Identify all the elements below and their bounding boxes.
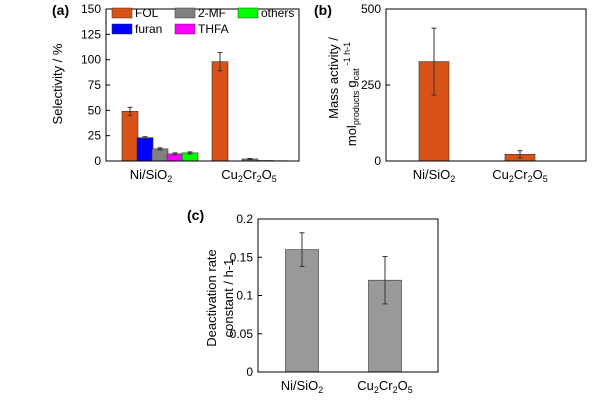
legend-label-2-mf: 2-MF — [198, 6, 226, 20]
legend-label-fol: FOL — [135, 6, 159, 20]
category-label-1-subscript: 5 — [408, 385, 413, 395]
ytick-label: 500 — [361, 2, 381, 16]
category-label-1-element: O — [398, 378, 408, 393]
category-label-1-element: Cr — [243, 167, 257, 182]
panel-b-ylabel-line2: molproducts gcat -1 h-1 — [342, 42, 361, 146]
ytick-label: 0.15 — [230, 250, 254, 264]
category-label-1-subscript: 2 — [509, 174, 514, 184]
legend-label-thfa: THFA — [198, 22, 229, 36]
panel-b-ylabel-exponents: -1 h-1 — [342, 42, 352, 66]
ytick-label: 75 — [88, 78, 102, 92]
legend-swatch-others — [237, 7, 259, 19]
panel-a-frame — [105, 8, 300, 162]
category-label-1-subscript: 5 — [272, 174, 277, 184]
category-label-0: Ni/SiO2 — [130, 167, 173, 184]
ytick-label: 150 — [81, 2, 101, 16]
panel-c-label: (c) — [187, 207, 204, 223]
category-label-1-main: Cu — [221, 167, 238, 182]
panel-b-ylabel-mol-sub: products — [351, 90, 361, 125]
bar-value-0 — [285, 249, 319, 373]
category-label-1-subscript: 2 — [528, 174, 533, 184]
category-label-0-main: Ni/SiO — [130, 167, 168, 182]
panel-b-bars — [418, 27, 536, 162]
ytick-label: 0.1 — [236, 289, 253, 303]
legend-swatch-thfa — [174, 23, 196, 35]
category-label-0: Ni/SiO2 — [281, 378, 324, 395]
ytick-label: 50 — [88, 103, 102, 117]
category-label-0-main: Ni/SiO — [413, 167, 451, 182]
panel-c-yticks: 0 0.05 0.1 0.15 0.2 — [230, 212, 262, 379]
category-label-1-element: Cr — [379, 378, 393, 393]
panel-c-bars — [285, 232, 402, 373]
category-label-1: Cu2Cr2O5 — [492, 167, 548, 184]
category-label-1-main: Cu — [357, 378, 374, 393]
legend-swatch-2-mf — [174, 7, 196, 19]
category-label-0-subscript: 2 — [167, 174, 172, 184]
panel-c-ylabel-line2: constant / h-1 — [221, 259, 236, 338]
panel-b-categories: Ni/SiO2 Cu2Cr2O5 — [413, 167, 548, 184]
legend-label-furan: furan — [135, 22, 162, 36]
ytick-label: 0 — [374, 154, 381, 168]
ytick-label: 125 — [81, 27, 101, 41]
category-label-0-subscript: 2 — [450, 174, 455, 184]
panel-b-ylabel-g-sub: cat — [351, 68, 361, 81]
panel-a-label: (a) — [52, 2, 69, 18]
panel-b-yticks: 0 250 500 — [361, 2, 390, 168]
bar-2-mf-0 — [151, 148, 169, 162]
category-label-1-element: Cr — [514, 167, 528, 182]
category-label-1-subscript: 2 — [238, 174, 243, 184]
category-label-1-element: O — [262, 167, 272, 182]
panel-c-categories: Ni/SiO2 Cu2Cr2O5 — [281, 378, 413, 395]
bar-furan-0 — [136, 137, 154, 162]
category-label-1-subscript: 2 — [374, 385, 379, 395]
category-label-0-subscript: 2 — [318, 385, 323, 395]
bar-fol-1 — [211, 61, 229, 162]
panel-c-frame — [257, 218, 439, 373]
category-label-1-element: O — [533, 167, 543, 182]
category-label-1-main: Cu — [492, 167, 509, 182]
ytick-label: 0 — [94, 154, 101, 168]
panel-a-yticks: 0 25 50 75 100 125 150 — [81, 2, 110, 168]
category-label-1-subscript: 2 — [257, 174, 262, 184]
ytick-label: 250 — [361, 78, 381, 92]
legend-label-others: others — [261, 6, 294, 20]
legend-swatch-furan — [111, 23, 133, 35]
panel-c: (c) Deactivation rate constant / h-1 0 0.… — [187, 207, 439, 395]
panel-a-legend: FOL furan 2-MF THFA others — [111, 6, 294, 36]
panel-a-bars — [121, 52, 289, 162]
category-label-1-subscript: 5 — [543, 174, 548, 184]
panel-a-ylabel: Selectivity / % — [50, 43, 65, 124]
panel-a-categories: Ni/SiO2 Cu2Cr2O5 — [130, 167, 277, 184]
ytick-label: 0.2 — [236, 212, 253, 226]
ytick-label: 25 — [88, 129, 102, 143]
bar-fol-0 — [121, 111, 139, 162]
panel-b-ylabel-g: g — [344, 80, 359, 87]
panel-b-frame — [385, 8, 587, 162]
panel-b: (b) Mass activity / molproducts gcat -1 h-… — [314, 2, 587, 184]
panel-b-ylabel-line1: Mass activity / — [326, 37, 341, 119]
panel-b-label: (b) — [314, 2, 332, 18]
ytick-label: 100 — [81, 53, 101, 67]
panel-b-ylabel-mol: mol — [344, 125, 359, 146]
ytick-label: 0 — [246, 365, 253, 379]
category-label-1: Cu2Cr2O5 — [221, 167, 277, 184]
category-label-1-subscript: 2 — [393, 385, 398, 395]
ytick-label: 0.05 — [230, 327, 254, 341]
panel-c-ylabel-line1: Deactivation rate — [204, 249, 219, 347]
category-label-1: Cu2Cr2O5 — [357, 378, 413, 395]
category-label-0-main: Ni/SiO — [281, 378, 319, 393]
category-label-0: Ni/SiO2 — [413, 167, 456, 184]
legend-swatch-fol — [111, 7, 133, 19]
